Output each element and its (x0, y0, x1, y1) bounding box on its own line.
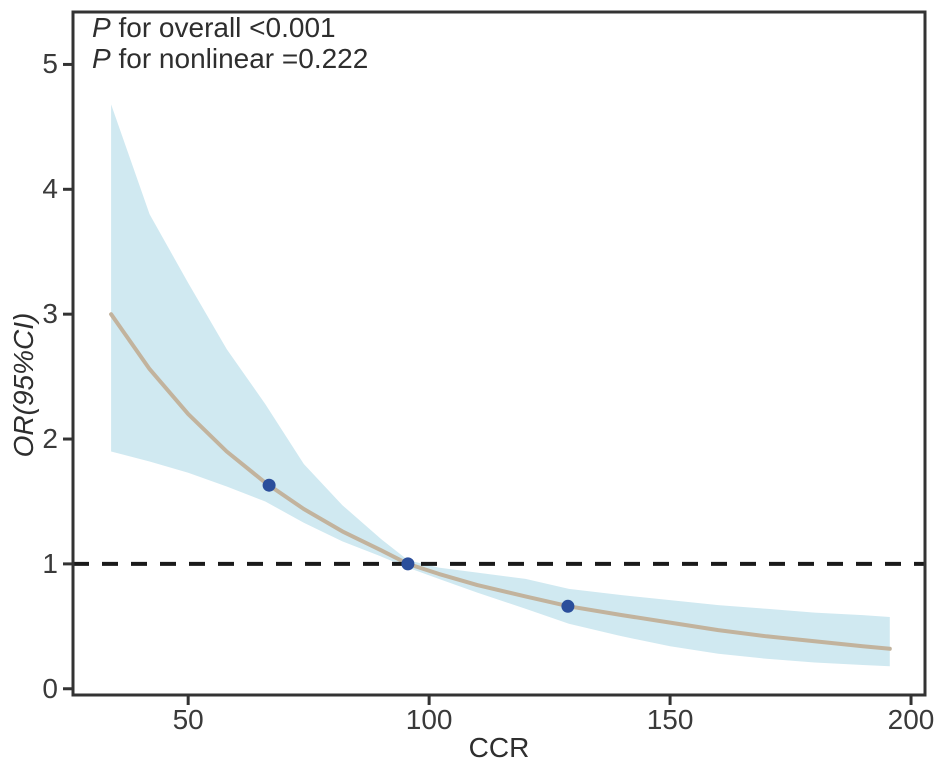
data-point (401, 557, 415, 571)
p-value-annotations: P for overall <0.001 P for nonlinear =0.… (92, 12, 368, 74)
p-nonlinear-annotation: P for nonlinear =0.222 (92, 43, 368, 74)
p-overall-prefix: P (92, 12, 111, 43)
p-nonlinear-prefix: P (92, 43, 111, 74)
data-point (262, 478, 276, 492)
x-tick-label-2: 150 (646, 704, 694, 735)
fitted-curve (109, 312, 892, 651)
plot-frame (71, 10, 927, 697)
y-axis-label: OR(95%CI) (8, 312, 39, 458)
y-tick-label-3: 3 (42, 298, 58, 330)
x-tick-label-0: 50 (172, 704, 204, 735)
x-tick-label-3: 200 (887, 704, 935, 735)
p-overall-annotation: P for overall <0.001 (92, 12, 368, 43)
y-tick-label-5: 5 (42, 48, 58, 80)
p-nonlinear-text: for nonlinear =0.222 (110, 43, 369, 74)
y-tick-label-2: 2 (42, 423, 58, 455)
x-tick-label-1: 100 (405, 704, 453, 735)
confidence-band (111, 104, 890, 667)
x-axis-label: CCR (468, 732, 530, 763)
p-overall-text: for overall <0.001 (110, 12, 336, 43)
data-point (561, 599, 575, 613)
y-tick-label-0: 0 (42, 672, 58, 704)
y-tick-label-1: 1 (42, 547, 58, 579)
y-tick-label-4: 4 (42, 173, 58, 205)
